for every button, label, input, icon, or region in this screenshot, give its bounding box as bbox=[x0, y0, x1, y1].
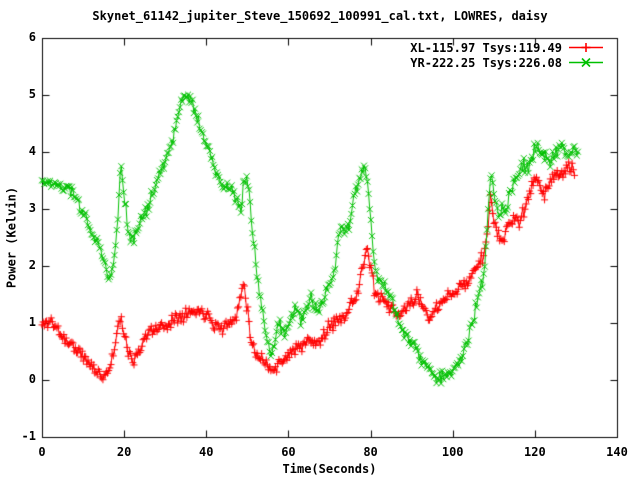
x-tick-label: 100 bbox=[441, 445, 464, 459]
x-tick-label: 0 bbox=[38, 445, 46, 459]
x-tick-label: 80 bbox=[363, 445, 378, 459]
legend-entry-xl: XL-115.97 Tsys:119.49 bbox=[410, 40, 603, 55]
legend-line-sample-icon bbox=[569, 43, 603, 52]
legend-entry-yr: YR-222.25 Tsys:226.08 bbox=[410, 55, 603, 70]
y-axis-title: Power (Kelvin) bbox=[4, 186, 19, 289]
y-tick-label: 0 bbox=[28, 372, 36, 386]
y-tick-label: 2 bbox=[28, 258, 36, 272]
x-tick-label: 140 bbox=[606, 445, 628, 459]
y-tick-label: 6 bbox=[28, 30, 36, 44]
y-tick-label: 3 bbox=[28, 201, 36, 215]
y-tick-label: 5 bbox=[28, 87, 36, 101]
x-tick-label: 60 bbox=[281, 445, 296, 459]
x-axis-title: Time(Seconds) bbox=[282, 462, 377, 476]
x-tick-label: 120 bbox=[524, 445, 546, 459]
x-tick-label: 40 bbox=[199, 445, 214, 459]
y-tick-label: 1 bbox=[28, 315, 36, 329]
y-tick-label: 4 bbox=[28, 144, 36, 158]
legend-line-sample-icon bbox=[569, 57, 603, 68]
plot-title: Skynet_61142_jupiter_Steve_150692_100991… bbox=[92, 9, 548, 23]
y-tick-label: -1 bbox=[21, 429, 36, 443]
legend: XL-115.97 Tsys:119.49 YR-222.25 Tsys:226… bbox=[410, 40, 603, 70]
x-tick-label: 20 bbox=[116, 445, 132, 459]
legend-label-yr: YR-222.25 Tsys:226.08 bbox=[410, 55, 562, 70]
legend-label-xl: XL-115.97 Tsys:119.49 bbox=[410, 40, 562, 55]
